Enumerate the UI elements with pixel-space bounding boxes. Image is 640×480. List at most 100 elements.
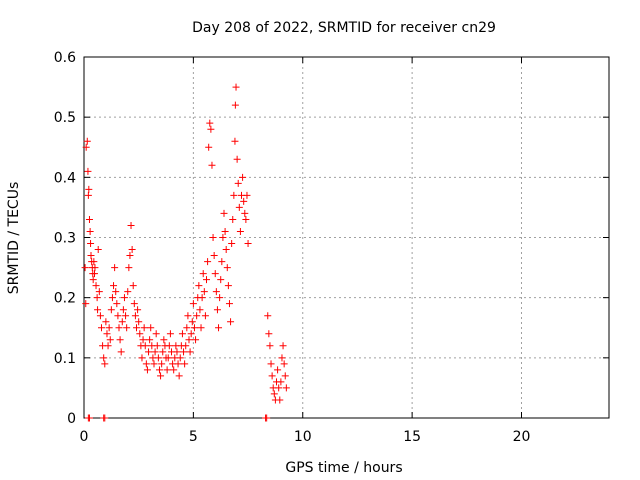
data-point (275, 384, 283, 392)
data-point (229, 215, 237, 223)
data-point (87, 252, 95, 260)
data-point (111, 264, 119, 272)
gridlines (84, 57, 609, 418)
data-point (124, 288, 132, 296)
data-point (225, 300, 233, 308)
data-point (188, 318, 196, 326)
data-point (142, 360, 150, 368)
data-point (236, 227, 244, 235)
data-point (141, 342, 149, 350)
data-point (116, 336, 124, 344)
data-point (182, 342, 190, 350)
data-point (93, 294, 101, 302)
data-point (241, 209, 249, 217)
data-point (159, 348, 167, 356)
data-point (151, 348, 159, 356)
data-point (231, 137, 239, 145)
y-tick-label: 0 (67, 411, 76, 427)
data-point (181, 360, 189, 368)
data-point (200, 288, 208, 296)
data-point (85, 185, 93, 193)
data-point (114, 312, 122, 320)
data-point (224, 282, 232, 290)
data-point (146, 336, 154, 344)
data-point (267, 360, 275, 368)
y-axis-label: SRMTID / TECUs (6, 182, 22, 295)
data-point (102, 318, 110, 326)
data-point (92, 282, 100, 290)
data-point (85, 414, 93, 422)
data-point (274, 366, 282, 374)
data-point (190, 324, 198, 332)
data-point (176, 354, 184, 362)
data-point (86, 227, 94, 235)
data-point (164, 354, 172, 362)
data-point (268, 372, 276, 380)
x-tick-label: 10 (294, 429, 312, 445)
data-point (210, 252, 218, 260)
data-point (219, 234, 227, 241)
data-point (157, 372, 165, 380)
data-point (104, 342, 112, 350)
data-point (155, 366, 163, 374)
data-point (135, 318, 143, 326)
data-point (233, 155, 241, 163)
data-point (185, 336, 193, 344)
data-point (122, 312, 130, 320)
data-point (160, 336, 168, 344)
data-point (193, 312, 201, 320)
data-point (227, 318, 235, 326)
data-point (98, 324, 105, 332)
data-point (281, 372, 289, 380)
data-point (89, 276, 97, 284)
y-tick-label: 0.1 (54, 351, 76, 367)
data-point (195, 282, 203, 290)
data-point (239, 173, 247, 181)
data-point (131, 312, 139, 320)
x-tick-label: 0 (80, 429, 89, 445)
data-point (203, 276, 210, 284)
data-point (282, 384, 290, 392)
data-point (101, 414, 109, 422)
data-point (215, 324, 223, 332)
x-tick-label: 15 (403, 429, 421, 445)
data-point (235, 203, 243, 211)
data-point (166, 330, 174, 338)
data-point (276, 396, 284, 404)
data-point (264, 312, 272, 320)
data-point (143, 366, 151, 374)
data-point (205, 143, 213, 151)
data-point (154, 354, 162, 362)
data-point (265, 330, 273, 338)
data-point (187, 330, 195, 338)
data-point (94, 306, 102, 314)
data-point (125, 264, 133, 272)
data-point (240, 197, 248, 205)
data-point (231, 101, 239, 109)
data-point (223, 264, 231, 272)
data-point (108, 294, 116, 302)
data-point (230, 191, 238, 199)
data-point (118, 318, 126, 326)
data-point (204, 258, 212, 266)
data-point (212, 288, 220, 296)
axis-ticks: 0 0.1 0.2 0.3 0.4 0.5 0.6 0 5 10 15 20 (54, 50, 609, 445)
data-point (180, 348, 188, 356)
y-tick-label: 0.5 (54, 110, 76, 126)
data-point (170, 366, 178, 374)
data-point (158, 360, 166, 368)
data-point (199, 270, 207, 278)
data-point (173, 348, 181, 356)
data-point (96, 312, 104, 320)
data-point (213, 306, 221, 314)
data-point (243, 191, 251, 199)
data-point (83, 137, 91, 145)
data-point (197, 324, 205, 332)
chart-title: Day 208 of 2022, SRMTID for receiver cn2… (192, 20, 496, 36)
data-point (147, 324, 155, 332)
data-point (207, 125, 215, 133)
data-point (211, 270, 219, 278)
data-point (113, 300, 121, 308)
data-point (222, 246, 230, 254)
